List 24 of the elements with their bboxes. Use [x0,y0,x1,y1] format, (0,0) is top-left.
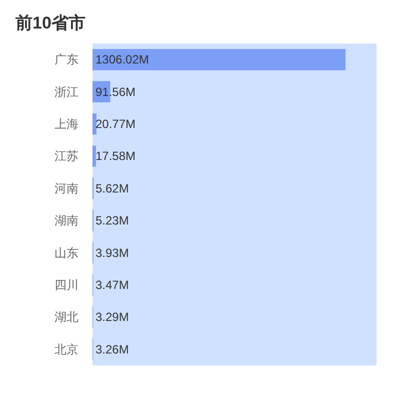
bar [92,113,97,135]
data-label: 1306.02M [96,52,149,67]
y-tick-label: 河南 [54,181,78,196]
y-tick-label: 湖南 [54,214,78,228]
y-tick-label: 广东 [54,52,78,67]
data-label: 20.77M [96,117,136,131]
data-label: 3.29M [96,310,129,324]
y-tick-label: 浙江 [54,84,78,99]
data-label: 3.93M [96,246,129,260]
y-tick-label: 湖北 [54,310,78,324]
chart-title: 前10省市 [14,14,86,32]
y-tick-label: 山东 [54,246,78,260]
y-tick-label: 上海 [54,117,78,131]
data-label: 3.47M [96,278,129,292]
data-label: 17.58M [96,149,136,164]
y-tick-label: 江苏 [54,149,78,164]
y-tick-label: 四川 [54,278,78,292]
data-label: 5.62M [96,181,129,196]
data-label: 5.23M [96,214,129,228]
bar [92,48,346,70]
data-label: 3.26M [96,342,129,356]
data-label: 91.56M [96,84,136,99]
y-tick-label: 北京 [54,342,78,356]
bar [92,146,96,167]
